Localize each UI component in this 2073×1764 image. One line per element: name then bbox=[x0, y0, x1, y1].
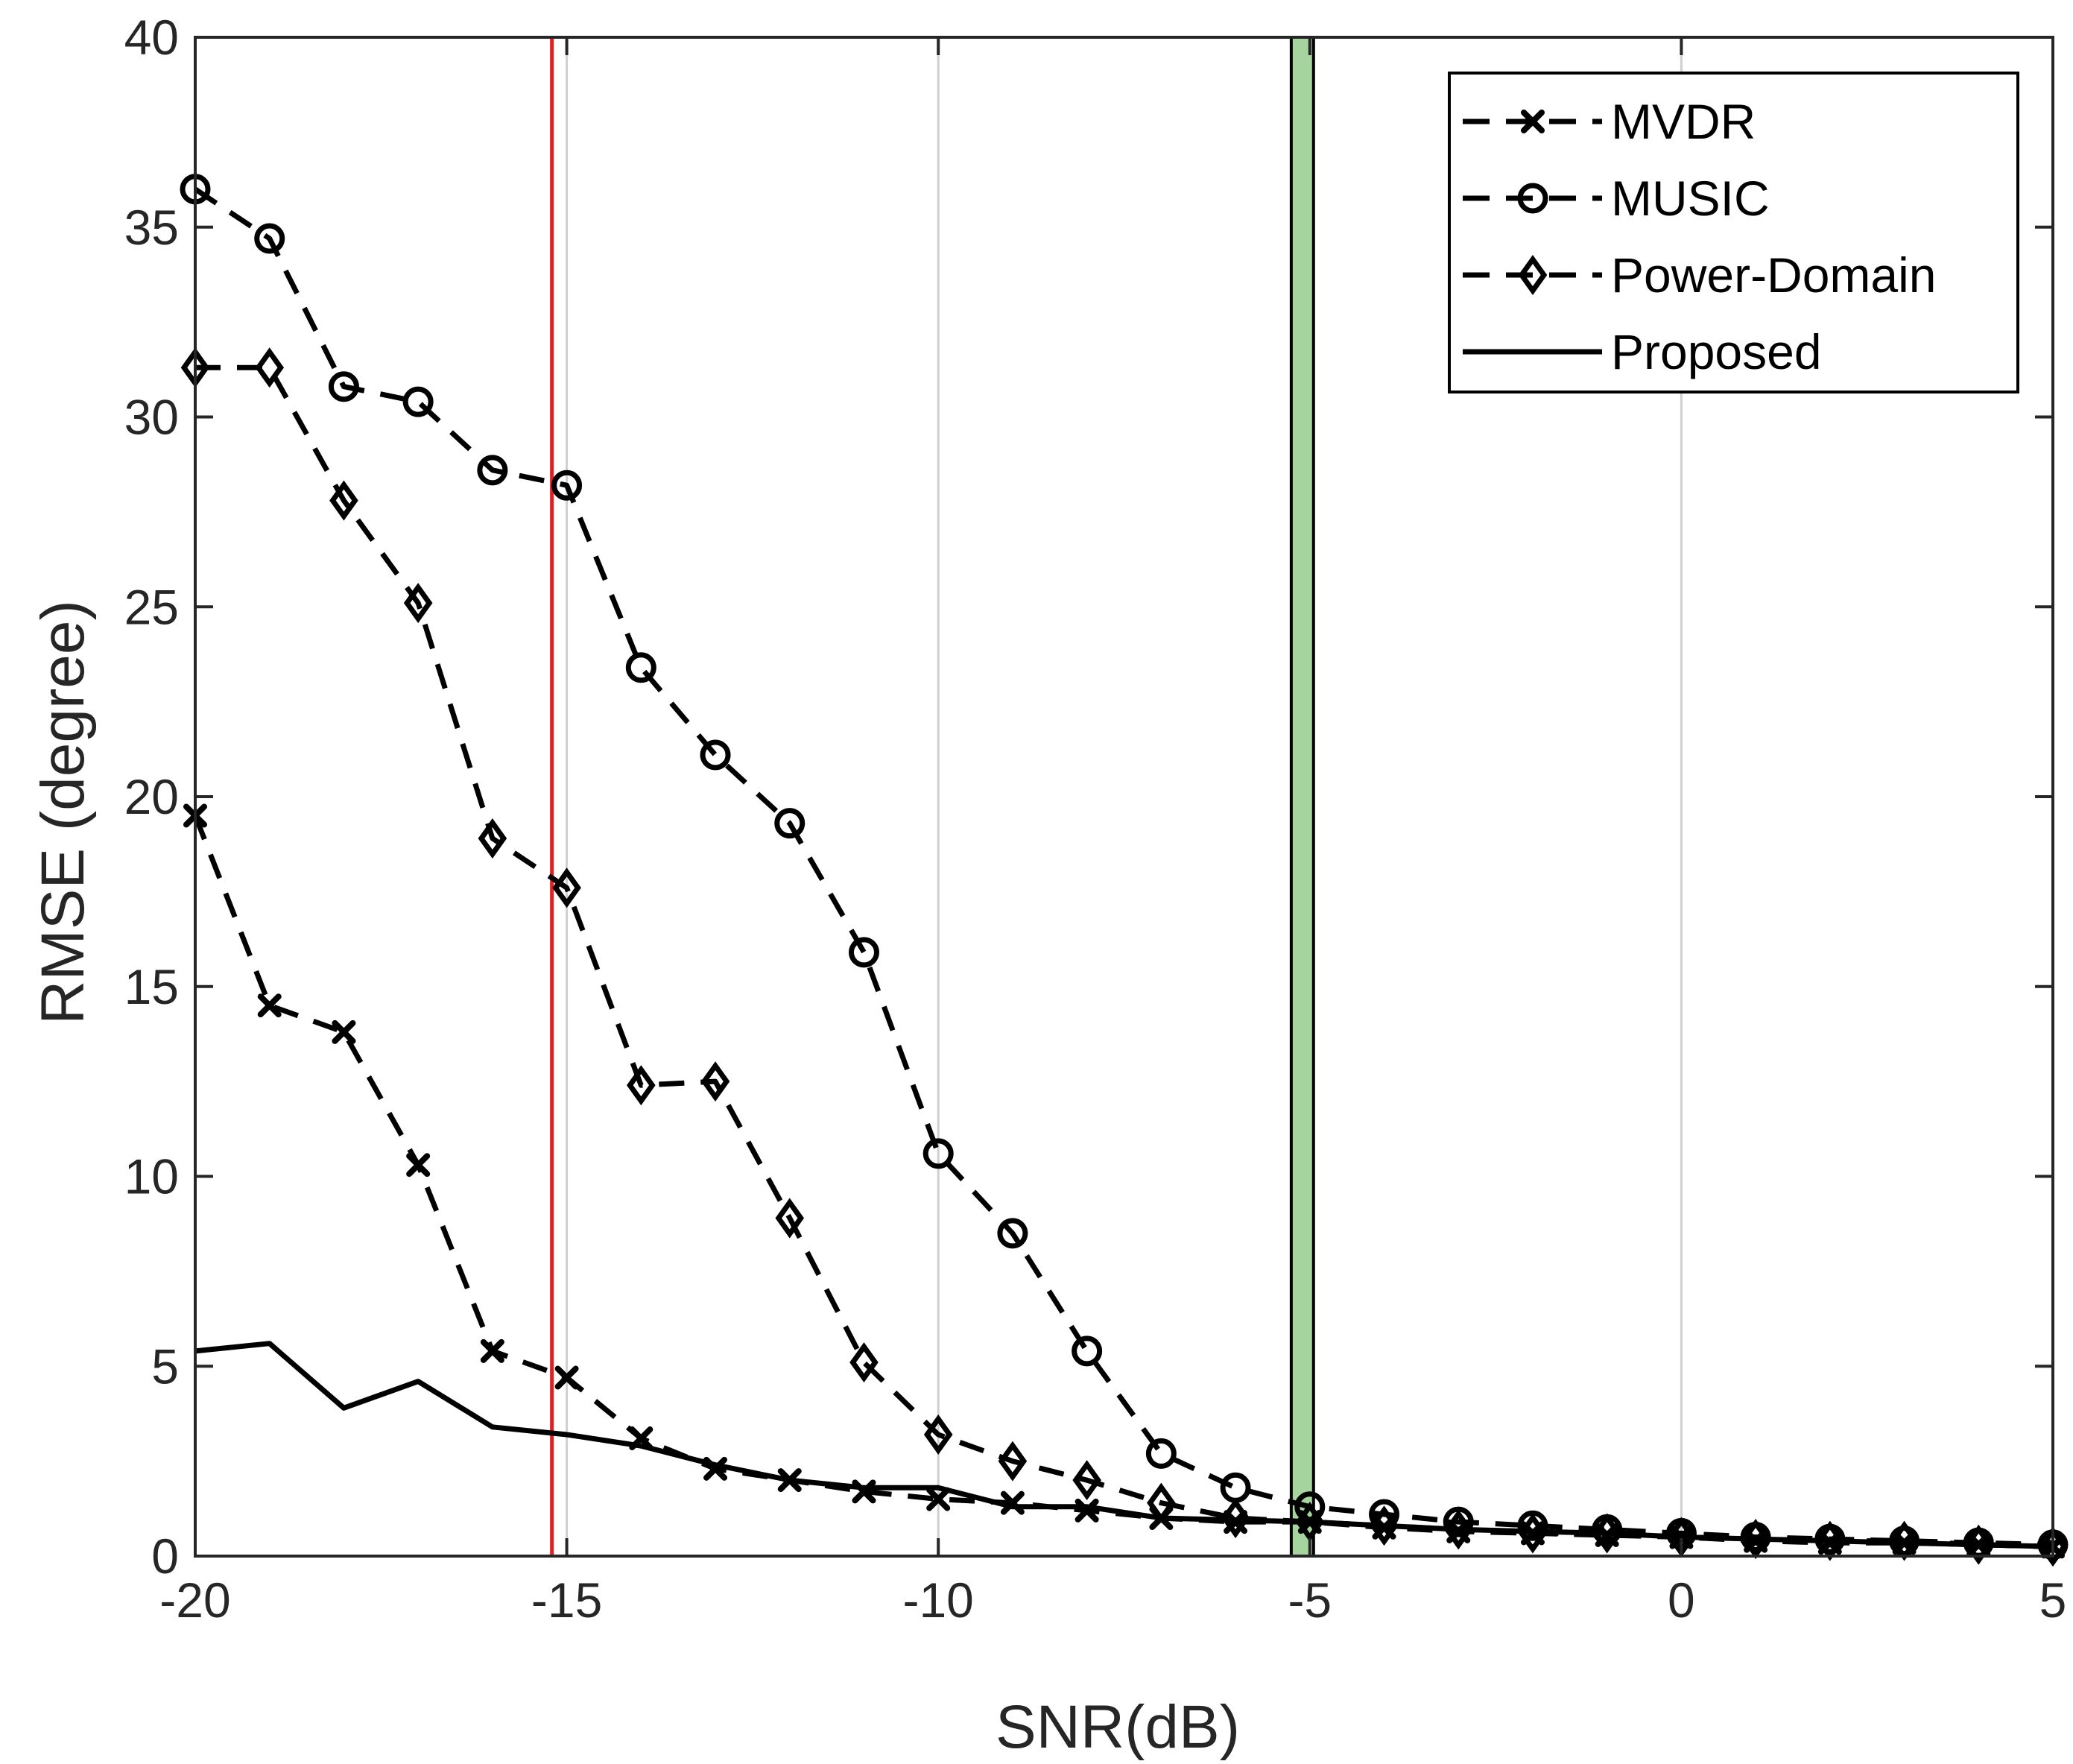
legend-marker-mvdr bbox=[1521, 110, 1545, 133]
data-point-music bbox=[402, 386, 434, 417]
data-point-music bbox=[328, 371, 359, 402]
data-point-power-domain bbox=[998, 1441, 1028, 1482]
data-point-power-domain bbox=[478, 818, 507, 859]
data-point-power-domain bbox=[627, 1065, 656, 1106]
series-line-proposed bbox=[194, 1341, 2054, 1549]
data-point-mvdr bbox=[480, 1338, 504, 1363]
legend-marker-power-domain bbox=[1518, 254, 1548, 296]
legend-label-music: MUSIC bbox=[1611, 171, 1770, 226]
y-tick-label: 5 bbox=[151, 1338, 179, 1394]
data-point-power-domain bbox=[700, 1061, 730, 1102]
x-tick-label: -20 bbox=[159, 1572, 230, 1628]
axes: -20 -15 -10 -5 0 5 0 5 10 15 20 25 30 35 40 bbox=[124, 10, 2067, 1628]
data-point-music bbox=[1072, 1335, 1103, 1367]
data-point-power-domain bbox=[329, 480, 358, 521]
data-point-power-domain bbox=[1592, 1513, 1621, 1554]
data-point-music bbox=[848, 937, 879, 968]
x-tick-label: 0 bbox=[1668, 1572, 1695, 1628]
data-point-music bbox=[254, 223, 285, 254]
data-point-music bbox=[997, 1218, 1028, 1249]
x-axis-title: SNR(dB) bbox=[996, 1693, 1240, 1761]
y-tick-label: 20 bbox=[124, 769, 179, 824]
y-tick-label: 25 bbox=[124, 579, 179, 634]
data-point-music bbox=[774, 808, 806, 839]
data-point-music bbox=[1443, 1506, 1474, 1537]
y-tick-label: 30 bbox=[124, 390, 179, 445]
y-axis-title: RMSE (degree) bbox=[29, 600, 97, 1025]
data-point-mvdr bbox=[332, 1019, 356, 1044]
data-point-power-domain bbox=[2038, 1526, 2068, 1567]
data-point-power-domain bbox=[1370, 1505, 1399, 1546]
data-point-music bbox=[1145, 1438, 1177, 1469]
data-point-power-domain bbox=[552, 867, 581, 908]
data-point-power-domain bbox=[1518, 1513, 1548, 1554]
series-proposed bbox=[194, 1341, 2054, 1549]
x-tick-label: -10 bbox=[903, 1572, 974, 1628]
data-point-power-domain bbox=[849, 1342, 879, 1383]
legend-marker-music bbox=[1517, 183, 1548, 214]
data-point-power-domain bbox=[1443, 1509, 1473, 1550]
data-point-power-domain bbox=[255, 347, 285, 388]
legend-box bbox=[1448, 72, 2019, 393]
data-point-mvdr bbox=[926, 1487, 951, 1511]
data-point-power-domain bbox=[1072, 1460, 1101, 1501]
x-tick-label: 5 bbox=[2039, 1572, 2067, 1628]
legend: MVDR MUSIC Power-Domain Proposed bbox=[1448, 72, 2019, 393]
data-point-music bbox=[625, 652, 656, 683]
data-point-power-domain bbox=[775, 1198, 805, 1239]
x-tick-label: -15 bbox=[531, 1572, 602, 1628]
y-tick-label: 35 bbox=[124, 200, 179, 255]
legend-label-power-domain: Power-Domain bbox=[1611, 247, 1936, 303]
annotations bbox=[550, 36, 1315, 1558]
legend-label-proposed: Proposed bbox=[1611, 324, 1822, 379]
data-point-power-domain bbox=[1221, 1498, 1250, 1539]
data-point-mvdr bbox=[554, 1365, 579, 1390]
data-point-power-domain bbox=[1295, 1502, 1325, 1543]
x-tick-label: -5 bbox=[1288, 1572, 1332, 1628]
data-point-music bbox=[477, 455, 508, 486]
data-point-music bbox=[551, 470, 583, 501]
green-highlight-band bbox=[1289, 36, 1315, 1558]
data-point-music bbox=[922, 1138, 954, 1169]
y-tick-label: 15 bbox=[124, 959, 179, 1014]
series-line-music bbox=[194, 186, 2054, 1548]
data-point-music bbox=[1517, 1510, 1548, 1541]
y-tick-label: 40 bbox=[124, 10, 179, 65]
data-point-music bbox=[700, 739, 731, 771]
data-point-power-domain bbox=[1963, 1524, 1993, 1565]
legend-label-mvdr: MVDR bbox=[1611, 94, 1756, 149]
y-tick-label: 0 bbox=[151, 1529, 179, 1584]
data-point-power-domain bbox=[403, 583, 433, 624]
data-point-power-domain bbox=[923, 1414, 953, 1455]
data-series bbox=[180, 174, 2069, 1567]
data-point-mvdr bbox=[406, 1153, 431, 1177]
y-tick-label: 10 bbox=[124, 1149, 179, 1204]
data-point-mvdr bbox=[257, 993, 282, 1018]
series-music bbox=[180, 174, 2069, 1561]
